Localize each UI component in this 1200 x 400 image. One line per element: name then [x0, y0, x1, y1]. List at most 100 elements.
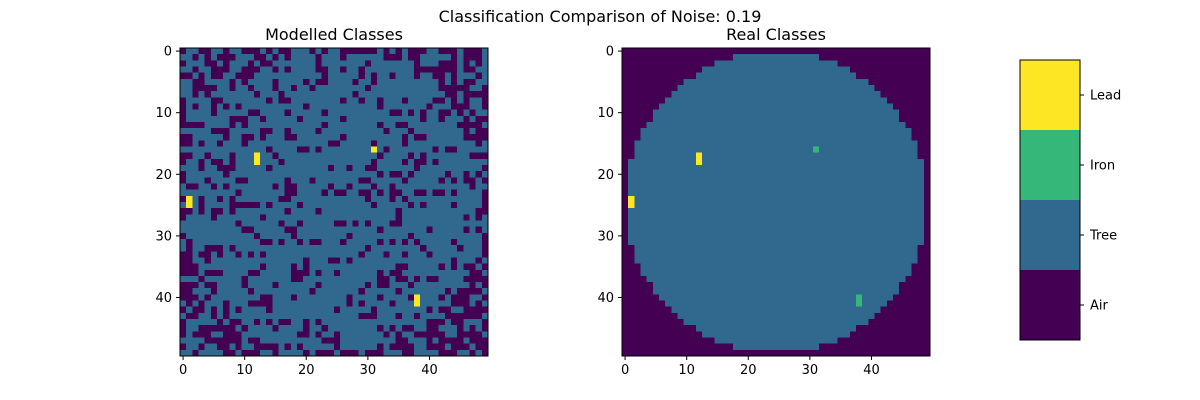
modelled-cell-17-15: [272, 152, 279, 160]
modelled-cell-45-25: [334, 325, 341, 332]
real-cell-6-32: [819, 84, 826, 92]
modelled-cell-29-0: [180, 226, 187, 234]
real-cell-9-15: [714, 103, 721, 110]
modelled-cell-38-48: [475, 282, 483, 289]
modelled-cell-9-7: [223, 103, 230, 110]
real-cell-28-49: [923, 220, 931, 227]
real-cell-1-49: [923, 54, 931, 61]
modelled-cell-19-19: [297, 165, 304, 172]
real-cell-25-20: [745, 202, 752, 209]
real-cell-49-3: [640, 349, 647, 357]
modelled-cell-46-15: [272, 331, 279, 338]
modelled-cell-24-32: [377, 195, 384, 203]
real-cell-25-25: [776, 202, 783, 209]
real-cell-23-27: [788, 189, 795, 197]
real-cell-26-4: [646, 208, 654, 215]
real-cell-22-26: [782, 183, 789, 190]
real-cell-43-22: [757, 312, 764, 320]
real-cell-4-12: [695, 72, 703, 80]
modelled-cell-22-34: [389, 183, 396, 190]
real-cell-21-32: [819, 177, 826, 184]
modelled-cell-24-42: [438, 195, 446, 203]
modelled-cell-21-48: [475, 177, 483, 184]
modelled-cell-45-47: [469, 325, 476, 332]
modelled-cell-26-40: [426, 208, 433, 215]
real-cell-4-26: [782, 72, 789, 80]
modelled-cell-0-2: [192, 48, 199, 55]
real-cell-0-37: [849, 48, 857, 55]
real-cell-1-47: [911, 54, 918, 61]
real-cell-21-31: [812, 177, 820, 184]
real-cell-29-19: [739, 226, 746, 234]
real-cell-39-5: [652, 288, 660, 295]
modelled-cell-29-36: [401, 226, 409, 234]
modelled-cell-48-33: [383, 343, 390, 351]
modelled-cell-8-3: [198, 97, 205, 104]
modelled-cell-48-21: [309, 343, 316, 351]
real-cell-22-3: [640, 183, 647, 190]
real-cell-13-21: [751, 128, 758, 135]
modelled-cell-44-0: [180, 319, 187, 326]
real-cell-14-43: [886, 134, 894, 141]
real-cell-41-20: [745, 300, 752, 308]
real-cell-8-16: [720, 97, 728, 104]
real-cell-48-36: [843, 343, 851, 351]
modelled-cell-1-21: [309, 54, 316, 61]
real-cell-9-17: [726, 103, 734, 110]
real-cell-17-29: [800, 152, 808, 160]
real-cell-33-49: [923, 251, 931, 258]
real-cell-45-18: [732, 325, 740, 332]
modelled-cell-40-44: [451, 294, 458, 301]
modelled-cell-39-3: [198, 288, 205, 295]
real-cell-7-16: [720, 91, 728, 98]
real-cell-38-30: [806, 282, 814, 289]
modelled-cell-47-18: [290, 337, 298, 344]
modelled-cell-1-38: [414, 54, 421, 61]
modelled-cell-25-46: [463, 202, 470, 209]
modelled-cell-48-4: [204, 343, 212, 351]
modelled-cell-48-39: [420, 343, 427, 351]
real-cell-38-33: [825, 282, 832, 289]
modelled-cell-0-21: [309, 48, 316, 55]
modelled-cell-6-29: [358, 84, 366, 92]
modelled-cell-18-30: [364, 158, 372, 166]
real-cell-1-24: [769, 54, 777, 61]
modelled-cell-32-22: [315, 245, 322, 252]
modelled-cell-18-44: [451, 158, 458, 166]
real-cell-31-25: [776, 238, 783, 246]
modelled-cell-49-39: [420, 349, 427, 357]
real-cell-38-13: [702, 282, 709, 289]
real-cell-26-37: [849, 208, 857, 215]
modelled-cell-34-28: [352, 257, 359, 264]
real-cell-28-40: [868, 220, 875, 227]
real-cell-23-30: [806, 189, 814, 197]
real-cell-38-11: [689, 282, 697, 289]
real-cell-0-10: [683, 48, 691, 55]
modelled-cell-27-24: [327, 214, 335, 221]
modelled-cell-37-21: [309, 275, 316, 283]
real-cell-35-0: [622, 263, 629, 271]
real-cell-10-48: [917, 109, 925, 117]
modelled-cell-2-3: [198, 60, 205, 67]
real-cell-9-22: [757, 103, 764, 110]
modelled-cell-44-15: [272, 319, 279, 326]
modelled-cell-49-2: [192, 349, 199, 357]
modelled-cell-18-31: [370, 158, 378, 166]
real-cell-31-22: [757, 238, 764, 246]
modelled-cell-39-31: [370, 288, 378, 295]
real-cell-31-30: [806, 238, 814, 246]
real-cell-6-23: [763, 84, 771, 92]
real-cell-8-24: [769, 97, 777, 104]
real-cell-41-42: [880, 300, 888, 308]
real-cell-46-30: [806, 331, 814, 338]
modelled-cell-26-13: [260, 208, 267, 215]
modelled-cell-31-27: [346, 238, 353, 246]
modelled-cell-31-35: [395, 238, 403, 246]
real-cell-16-18: [732, 146, 740, 154]
real-cell-42-9: [677, 306, 684, 314]
real-cell-49-9: [677, 349, 684, 357]
real-cell-6-11: [689, 84, 697, 92]
modelled-cell-44-34: [389, 319, 396, 326]
real-cell-16-35: [837, 146, 845, 154]
real-cell-1-48: [917, 54, 925, 61]
